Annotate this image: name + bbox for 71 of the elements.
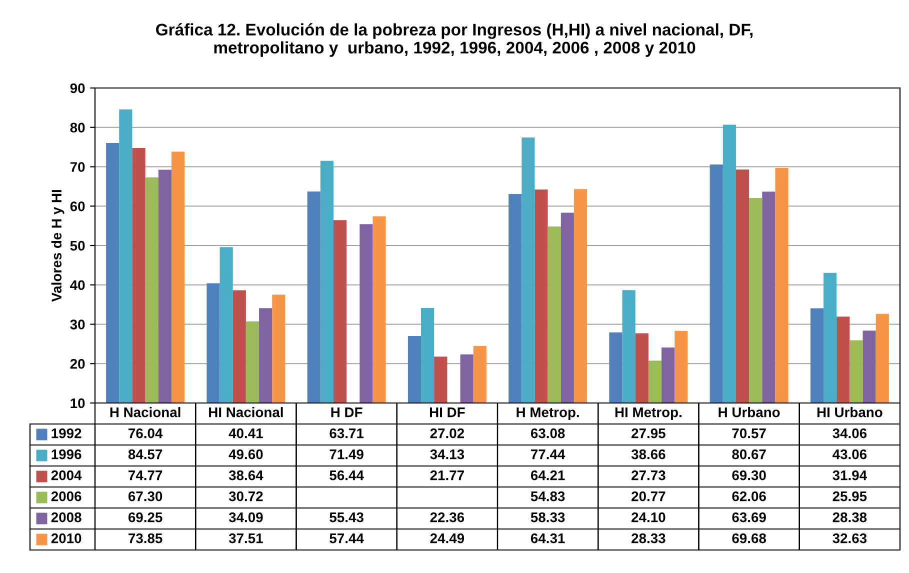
text: 55.43 [330, 512, 364, 522]
x-tick-label: HI Metrop. [615, 408, 682, 420]
text: 73.85 [128, 533, 162, 544]
text: 84.57 [128, 449, 162, 460]
text: 71.49 [330, 449, 364, 460]
text: 64.21 [530, 470, 565, 480]
text: 63.69 [732, 512, 766, 522]
text: 21.77 [430, 470, 464, 480]
y-axis-title: Valores de H y HI [51, 190, 64, 302]
x-tick-label: H Nacional [110, 407, 180, 418]
text: 24.10 [632, 512, 666, 522]
text: 27.95 [632, 428, 666, 438]
text: 32.63 [832, 533, 867, 544]
text: 24.49 [430, 533, 464, 544]
text: 64.31 [530, 533, 565, 544]
legend-label: 2008 [51, 512, 82, 522]
legend-label: 1996 [52, 449, 82, 460]
y-tick-label: 50 [70, 240, 85, 251]
text: 56.44 [330, 470, 364, 480]
x-tick-label: HI Nacional [209, 407, 283, 418]
text: 22.36 [430, 512, 464, 522]
x-tick-label: H Metrop. [516, 408, 579, 420]
legend-label: 2004 [51, 470, 82, 480]
text: 40.41 [228, 428, 263, 438]
legend-label: 2006 [51, 491, 82, 502]
text: 67.30 [128, 491, 162, 502]
text: 58.33 [530, 512, 565, 522]
text: 63.71 [330, 428, 364, 438]
x-tick-label: H Urbano [718, 407, 780, 418]
y-tick-label: 80 [70, 122, 85, 133]
y-tick-label: 10 [70, 398, 85, 408]
x-tick-label: HI DF [430, 408, 465, 418]
text: 76.04 [128, 428, 163, 438]
chart-title: Gráfica 12. Evolución de la pobreza por Ingresos (H,HI) a nivel nacional, DF, metropolitano y urbano, 1992, 1996, 2004, 2006 , 2008 y 2010 [156, 23, 753, 57]
x-tick-label: H DF [331, 408, 362, 418]
text: 74.77 [128, 470, 162, 480]
y-tick-label: 60 [70, 201, 85, 212]
text: 38.66 [631, 449, 666, 460]
y-tick-label: 70 [70, 162, 85, 172]
text: 69.30 [732, 470, 766, 480]
y-tick-label: 30 [70, 320, 85, 330]
text: 54.83 [530, 491, 565, 502]
text: 31.94 [832, 470, 867, 480]
y-tick-label: 90 [70, 83, 85, 94]
legend-label: 2010 [51, 533, 82, 544]
text: 77.44 [531, 450, 566, 460]
text: 38.64 [228, 470, 264, 480]
text: 28.38 [832, 512, 867, 522]
text: 49.60 [228, 449, 263, 460]
text: 70.57 [732, 428, 766, 438]
x-tick-label: HI Urbano [817, 407, 882, 418]
text: 37.51 [228, 533, 263, 544]
y-tick-label: 40 [70, 280, 85, 290]
text: 20.77 [632, 491, 666, 502]
text: 69.68 [732, 533, 766, 544]
text: 27.02 [430, 428, 464, 438]
text: 63.08 [530, 428, 565, 438]
text: 34.13 [430, 449, 464, 460]
y-tick-label: 20 [70, 358, 85, 369]
text: 62.06 [732, 491, 766, 502]
text: 27.73 [632, 470, 666, 480]
text: 57.44 [330, 534, 364, 544]
text: 28.33 [632, 533, 666, 544]
text: 30.72 [228, 491, 263, 502]
text: 69.25 [128, 512, 162, 522]
text: 25.95 [832, 491, 867, 502]
text: 34.06 [832, 428, 867, 438]
text: 80.67 [732, 449, 766, 460]
text: 34.09 [228, 512, 263, 522]
legend-label: 1992 [52, 428, 82, 438]
text: 43.06 [832, 449, 867, 460]
